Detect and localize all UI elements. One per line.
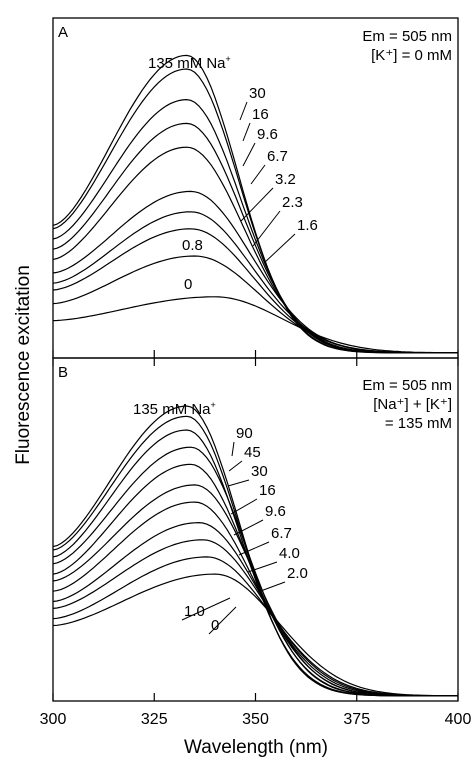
panel-b-series-label-90: 90	[236, 425, 253, 442]
panel-b-series-label-45: 45	[244, 444, 261, 461]
x-tick-label-350: 350	[242, 711, 269, 728]
panel-b-top-series-sup: +	[211, 400, 216, 410]
panel-b-leader-6-7	[238, 541, 270, 556]
panel-b-series-label-1-0: 1.0	[184, 603, 205, 620]
panel-a-top-series-sup: +	[226, 54, 231, 64]
panel-a-curve-16	[52, 98, 458, 354]
panel-b-curve-30	[52, 446, 458, 697]
panel-b-leader-1-0	[181, 597, 231, 621]
panel-a-series-label-6-7: 6.7	[267, 148, 288, 165]
panel-b-leader-16	[230, 498, 258, 515]
panel-a-top-series-label: 135 mM Na+	[148, 54, 231, 72]
x-tick-label-375: 375	[343, 711, 370, 728]
panel-b-leader-90	[231, 441, 235, 457]
panel-b-curve-9-6	[52, 484, 458, 697]
panel-a-leader-6-7	[250, 164, 266, 185]
y-axis-title: Fluorescence excitation	[13, 265, 34, 465]
panel-b-series-label-2-0: 2.0	[287, 565, 308, 582]
panel-b-series-label-0: 0	[211, 617, 219, 634]
panel-b-series-label-4-0: 4.0	[279, 545, 300, 562]
panel-a-leader-1-6	[263, 233, 296, 264]
panel-b-leader-30	[227, 479, 250, 487]
panel-b-top-series-label: 135 mM Na+	[133, 400, 216, 418]
panel-a-frame	[52, 17, 459, 359]
panel-a-series-label-9-6: 9.6	[257, 126, 278, 143]
panel-a-curves: 30 16 9.6 6.7 3.2 2.3 1.6 0.8 0	[52, 54, 458, 354]
panel-b-curve-1-0	[52, 556, 458, 697]
panel-b-annotation-line-1: Em = 505 nm	[362, 377, 452, 394]
panel-b-series-label-6-7: 6.7	[271, 525, 292, 542]
panel-b-curves: 90 45 30 16 9.6 6.7 4.0 2.0 1.0 0	[52, 405, 458, 697]
panel-b-leader-0	[208, 606, 237, 635]
panel-a-annotation-line-1: Em = 505 nm	[362, 28, 452, 45]
panel-a-leader-30	[239, 101, 248, 121]
panel-a-curve-0	[52, 296, 458, 354]
panel-a-leader-3-2	[240, 187, 274, 222]
panel-b-curve-2-0	[52, 539, 458, 697]
panel-b-series-label-16: 16	[259, 482, 276, 499]
x-tick-label-300: 300	[40, 711, 67, 728]
panel-a-leader-9-6	[242, 142, 256, 167]
panel-b-series-label-30: 30	[251, 463, 268, 480]
panel-a-curve-0-8	[52, 255, 458, 354]
x-axis-title: Wavelength (nm)	[184, 737, 328, 758]
x-axis: 300 325 350 375 400	[40, 350, 472, 728]
panel-a-leader-16	[242, 122, 251, 142]
x-tick-label-325: 325	[141, 711, 168, 728]
panel-a-series-label-1-6: 1.6	[297, 217, 318, 234]
panel-b-curve-0	[52, 573, 458, 697]
panel-a-series-label-16: 16	[252, 106, 269, 123]
panel-b-letter: B	[58, 364, 68, 381]
panel-b-leader-2-0	[257, 581, 286, 593]
panel-b-leader-9-6	[233, 519, 264, 536]
panel-a-letter: A	[58, 24, 68, 41]
panel-b-series-label-9-6: 9.6	[265, 503, 286, 520]
x-tick-label-400: 400	[445, 711, 472, 728]
panel-b-curve-4-0	[52, 521, 458, 697]
panel-a-series-label-0-8: 0.8	[182, 237, 203, 254]
panel-b-curve-6-7	[52, 501, 458, 697]
panel-a-annotation-line-2: [K⁺] = 0 mM	[371, 47, 452, 64]
panel-b-leader-45	[228, 460, 243, 472]
panel-a-series-label-30: 30	[249, 85, 266, 102]
panel-a-series-label-3-2: 3.2	[275, 171, 296, 188]
panel-a-leader-2-3	[252, 210, 281, 247]
panel-b-leader-4-0	[247, 561, 278, 573]
panel-b-annotation-line-2: [Na⁺] + [K⁺]	[373, 396, 452, 413]
panel-b-annotation-line-3: = 135 mM	[385, 415, 452, 432]
panel-a-series-label-0: 0	[184, 276, 192, 293]
panel-a-curve-9-6	[52, 122, 458, 354]
panel-a-series-label-2-3: 2.3	[282, 194, 303, 211]
